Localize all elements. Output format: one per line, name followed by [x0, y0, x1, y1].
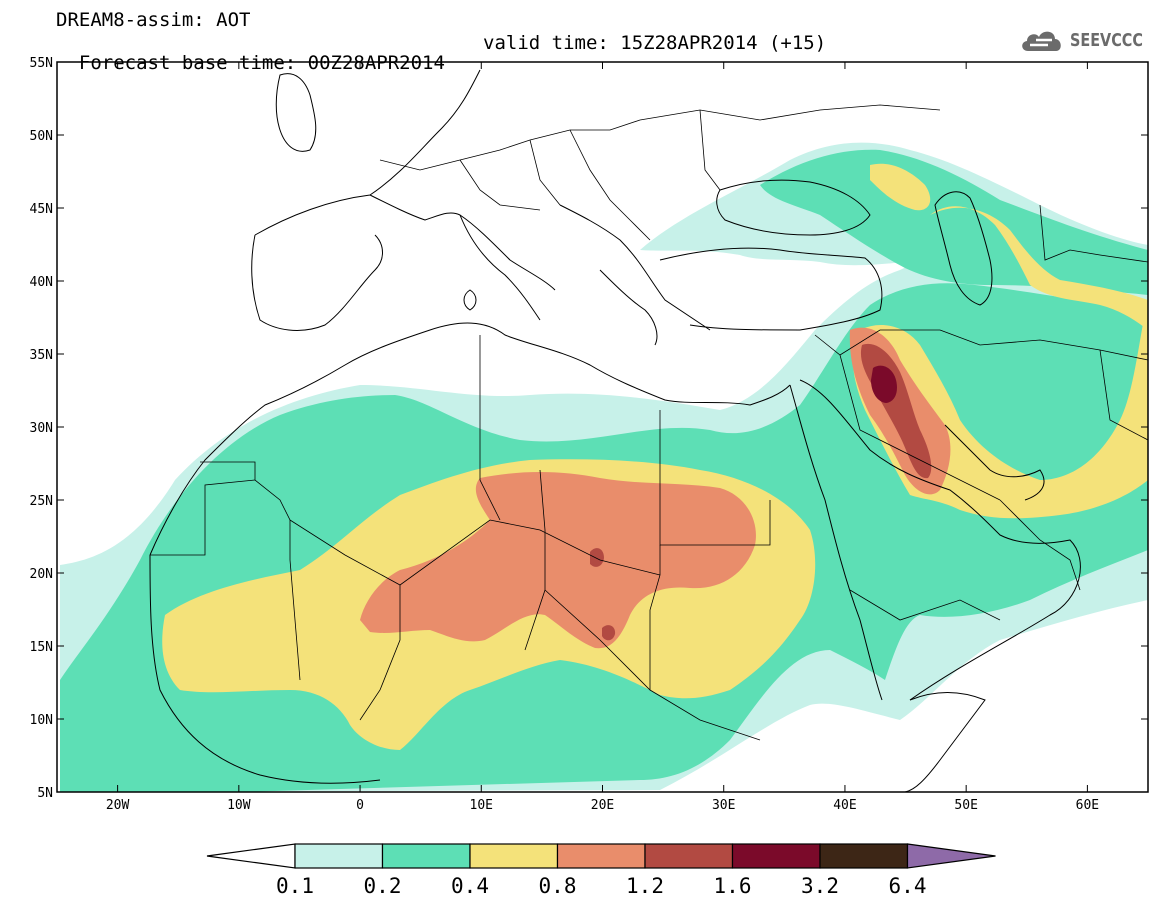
lat-tick-label: 5N — [37, 786, 53, 801]
colorbar-segment — [556, 843, 646, 869]
lat-tick-label: 45N — [30, 202, 53, 217]
border-segment — [659, 410, 771, 546]
colorbar-label: 0.8 — [539, 874, 577, 898]
border-segment — [524, 469, 546, 651]
map-title: DREAM8-assim: AOT — [56, 9, 251, 31]
border-segment — [649, 545, 661, 690]
coast-persian-gulf — [944, 424, 1045, 501]
lat-tick-label: 15N — [30, 640, 53, 655]
colorbar-segment — [819, 843, 909, 869]
seevccc-logo: SEEVCCC — [1018, 23, 1161, 57]
colorbar-segment — [644, 843, 734, 869]
coast-north-africa — [149, 322, 791, 556]
colorbar-low-arrow — [206, 843, 296, 869]
coast-caspian — [934, 191, 993, 306]
colorbar-high-arrow — [906, 843, 996, 869]
aot-band-0.4-caspian — [930, 206, 1148, 330]
coast-europe — [254, 69, 711, 331]
aot-band-0.2-north — [760, 149, 1148, 295]
cloud-logo-icon — [1022, 31, 1061, 51]
coast-horn — [904, 692, 986, 792]
forecast-base-time: Forecast base time: 00Z28APR2014 — [78, 52, 445, 74]
axis-ticks: 20W 10W 0 10E 20E 30E 40E 50E 60E 55N 50N 45N 40N 35N… — [30, 56, 1148, 813]
border-segment — [200, 461, 301, 681]
aot-band-1.2-sudan — [602, 625, 616, 641]
colorbar-label: 0.2 — [364, 874, 402, 898]
colorbar-label: 6.4 — [889, 874, 927, 898]
colorbar-label: 1.2 — [626, 874, 664, 898]
lon-tick-label: 50E — [954, 798, 977, 813]
border-segment — [150, 479, 256, 556]
colorbar-segment — [469, 843, 559, 869]
border-segment — [1039, 204, 1148, 263]
border-segment — [849, 589, 1001, 621]
lon-tick-label: 20W — [106, 798, 130, 813]
lon-tick-label: 0 — [356, 798, 364, 813]
border-segment — [459, 159, 541, 211]
lat-tick-label: 20N — [30, 567, 53, 582]
border-segment — [639, 104, 941, 121]
aot-band-1.2-chad — [590, 548, 604, 567]
coast-italy — [459, 214, 541, 321]
colorbar-label: 3.2 — [801, 874, 839, 898]
country-borders — [150, 104, 1148, 741]
border-segment — [359, 585, 401, 721]
lon-tick-label: 60E — [1076, 798, 1099, 813]
lat-tick-label: 25N — [30, 494, 53, 509]
lat-tick-label: 55N — [30, 56, 53, 71]
coast-iberia — [251, 234, 383, 331]
border-segment — [839, 354, 1001, 501]
colorbar-label: 0.1 — [276, 874, 314, 898]
border-segment — [529, 129, 651, 241]
lat-tick-label: 10N — [30, 713, 53, 728]
lon-tick-label: 20E — [591, 798, 614, 813]
coast-red-sea — [789, 384, 883, 701]
border-segment — [814, 329, 940, 356]
coast-greece — [599, 269, 658, 346]
coast-uk — [275, 73, 317, 152]
lat-tick-label: 30N — [30, 421, 53, 436]
forecast-time-line: Forecast base time: 00Z28APR2014 valid ti… — [56, 33, 826, 74]
lat-tick-label: 50N — [30, 129, 53, 144]
aot-band-0.8 — [360, 472, 756, 649]
aot-band-0.4-blacksea — [870, 163, 931, 211]
border-segment — [544, 589, 761, 741]
border-segment — [1099, 349, 1148, 441]
colorbar-label: 0.4 — [451, 874, 489, 898]
colorbar-segment — [731, 843, 821, 869]
colorbar-label: 1.6 — [714, 874, 752, 898]
border-segment — [699, 109, 721, 191]
border-segment — [999, 499, 1081, 591]
coast-arabia — [799, 379, 1081, 701]
colorbar-segment — [381, 843, 471, 869]
lon-tick-label: 40E — [833, 798, 856, 813]
coast-turkey — [659, 247, 883, 331]
lat-tick-label: 40N — [30, 275, 53, 290]
lon-tick-label: 30E — [712, 798, 735, 813]
lat-tick-label: 35N — [30, 348, 53, 363]
coast-blacksea — [716, 179, 871, 236]
border-segment — [479, 335, 501, 521]
colorbar-segment — [294, 843, 384, 869]
aot-band-1.6 — [871, 365, 897, 403]
coast-west-africa — [149, 554, 381, 784]
lon-tick-label: 10W — [227, 798, 251, 813]
border-segment — [939, 329, 1148, 361]
lon-tick-label: 10E — [470, 798, 493, 813]
border-segment — [379, 119, 641, 171]
logo-text: SEEVCCC — [1070, 29, 1143, 51]
colorbar: 0.1 0.2 0.4 0.8 1.2 1.6 3.2 6.4 — [206, 843, 996, 898]
valid-time: valid time: 15Z28APR2014 (+15) — [483, 32, 827, 54]
border-segment — [289, 519, 661, 586]
coastlines — [149, 69, 1081, 792]
